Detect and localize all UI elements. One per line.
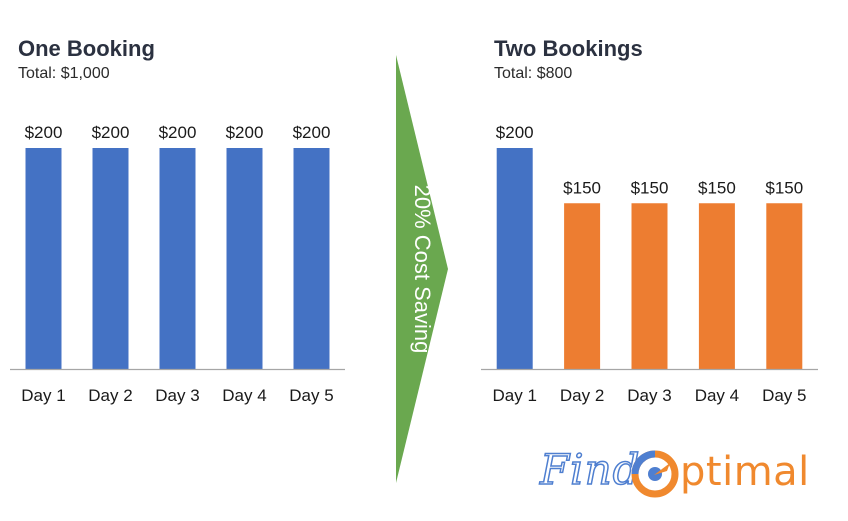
data-label-4: $200 <box>226 123 264 142</box>
bar-2 <box>92 148 129 369</box>
x-tick-label-3: Day 3 <box>627 386 671 405</box>
bar-1 <box>496 148 533 369</box>
bar-chart-one-booking: $200 Day 1 $200 Day 2 $200 Day 3 $200 Day 4 $200… <box>10 123 345 405</box>
x-tick-label-1: Day 1 <box>21 386 65 405</box>
bar-4 <box>226 148 263 369</box>
bar-1 <box>25 148 62 369</box>
logo-target-icon <box>631 450 679 498</box>
data-label-3: $150 <box>631 178 669 197</box>
x-tick-label-2: Day 2 <box>88 386 132 405</box>
x-tick-label-5: Day 5 <box>289 386 333 405</box>
x-tick-label-2: Day 2 <box>560 386 604 405</box>
cost-saving-label: 20% Cost Saving <box>410 184 435 354</box>
data-label-1: $200 <box>25 123 63 142</box>
x-tick-label-5: Day 5 <box>762 386 806 405</box>
chart-title: One Booking <box>18 36 155 61</box>
bar-2 <box>564 203 601 369</box>
bar-5 <box>293 148 330 369</box>
data-label-2: $150 <box>563 178 601 197</box>
chart-one-booking: One Booking Total: $1,000 $200 Day 1 $200 D… <box>0 0 380 521</box>
data-label-3: $200 <box>159 123 197 142</box>
chart-title: Two Bookings <box>494 36 643 61</box>
x-tick-label-4: Day 4 <box>222 386 266 405</box>
logo-optimal-text: ptimal <box>680 449 810 495</box>
cost-saving-arrow: 20% Cost Saving <box>396 55 448 483</box>
data-label-4: $150 <box>698 178 736 197</box>
bar-4 <box>698 203 735 369</box>
data-label-1: $200 <box>496 123 534 142</box>
data-label-5: $200 <box>293 123 331 142</box>
x-tick-label-4: Day 4 <box>695 386 739 405</box>
chart-two-bookings: Two Bookings Total: $800 $200 Day 1 $150 Da… <box>470 0 848 521</box>
data-label-5: $150 <box>765 178 803 197</box>
data-label-2: $200 <box>92 123 130 142</box>
arrow-shape <box>396 55 448 483</box>
bar-3 <box>159 148 196 369</box>
chart-subtitle: Total: $800 <box>494 65 573 82</box>
bar-3 <box>631 203 668 369</box>
bar-chart-two-bookings: $200 Day 1 $150 Day 2 $150 Day 3 $150 Day 4 $150… <box>481 123 818 405</box>
bar-5 <box>766 203 803 369</box>
x-tick-label-1: Day 1 <box>492 386 536 405</box>
findoptimal-logo: Find ptimal <box>539 444 830 505</box>
chart-subtitle: Total: $1,000 <box>18 65 110 82</box>
logo-find-text: Find <box>539 444 641 495</box>
x-tick-label-3: Day 3 <box>155 386 199 405</box>
